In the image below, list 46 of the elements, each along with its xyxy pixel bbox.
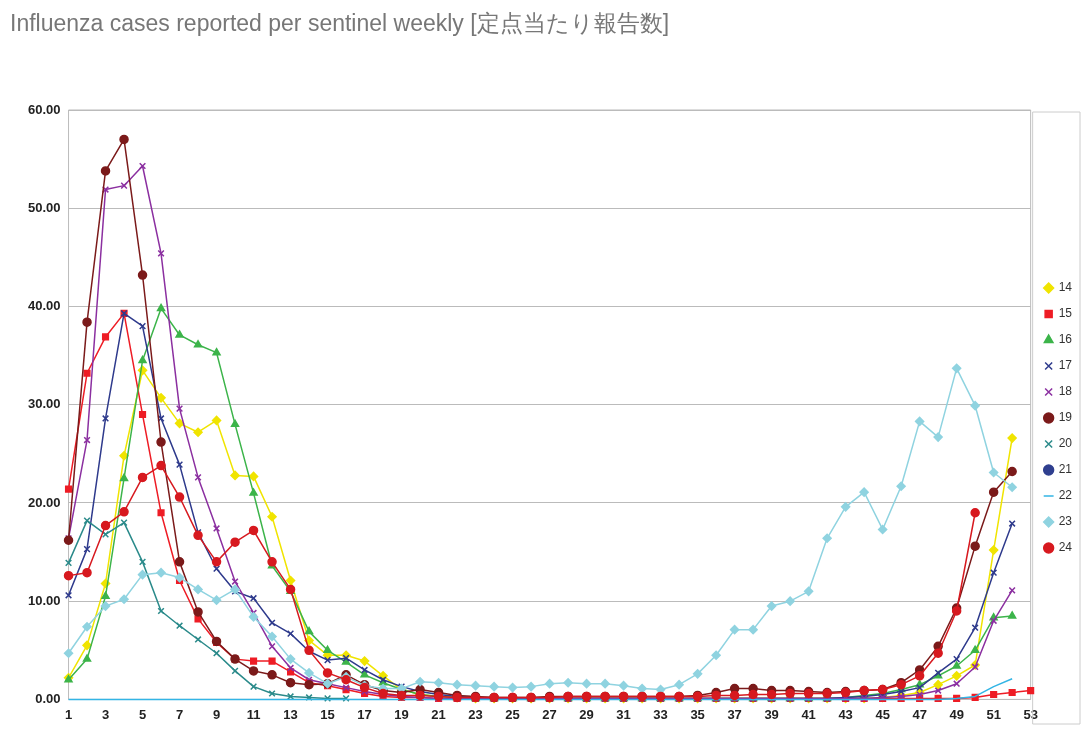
x-tick-label: 37 <box>727 706 742 722</box>
y-tick-label: 0.00 <box>35 690 61 706</box>
x-tick-label: 45 <box>875 706 890 722</box>
x-tick-label: 39 <box>764 706 779 722</box>
y-tick-label: 30.00 <box>27 396 61 412</box>
x-tick-label: 11 <box>246 706 261 722</box>
x-tick-label: 51 <box>986 706 1001 722</box>
x-tick-label: 19 <box>394 706 409 722</box>
y-tick-label: 10.00 <box>27 592 61 608</box>
y-tick-label: 50.00 <box>27 199 61 215</box>
x-tick-label: 25 <box>505 706 520 722</box>
x-tick-label: 17 <box>357 706 372 722</box>
legend-label: 15 <box>1058 306 1073 321</box>
x-tick-label: 33 <box>653 706 668 722</box>
x-tick-label: 31 <box>616 706 631 722</box>
x-tick-label: 13 <box>283 706 298 722</box>
x-tick-label: 5 <box>138 706 147 722</box>
x-tick-label: 1 <box>64 706 73 722</box>
y-tick-label: 20.00 <box>27 494 61 510</box>
legend-label: 20 <box>1058 436 1073 451</box>
x-tick-label: 29 <box>579 706 594 722</box>
legend-label: 22 <box>1058 488 1073 503</box>
x-tick-label: 27 <box>542 706 557 722</box>
x-tick-label: 3 <box>101 706 110 722</box>
legend-label: 16 <box>1058 332 1073 347</box>
x-tick-label: 53 <box>1023 706 1038 722</box>
x-tick-label: 43 <box>838 706 853 722</box>
legend-label: 14 <box>1058 280 1073 295</box>
x-tick-label: 47 <box>912 706 927 722</box>
x-tick-label: 49 <box>949 706 964 722</box>
x-tick-label: 41 <box>801 706 816 722</box>
x-tick-label: 23 <box>468 706 483 722</box>
y-tick-label: 40.00 <box>27 298 61 314</box>
legend-label: 21 <box>1058 462 1073 477</box>
legend-label: 19 <box>1058 410 1073 425</box>
x-tick-label: 7 <box>175 706 184 722</box>
legend-label: 23 <box>1058 514 1073 529</box>
y-tick-label: 60.00 <box>27 101 61 117</box>
legend-label: 17 <box>1058 358 1073 373</box>
chart-title: Influenza cases reported per sentinel weekly [定点当たり報告数] <box>10 9 670 38</box>
x-tick-label: 21 <box>431 706 446 722</box>
legend-label: 18 <box>1058 384 1073 399</box>
x-tick-label: 35 <box>690 706 705 722</box>
legend-label: 24 <box>1058 540 1073 555</box>
x-tick-label: 9 <box>212 706 221 722</box>
x-tick-label: 15 <box>320 706 335 722</box>
